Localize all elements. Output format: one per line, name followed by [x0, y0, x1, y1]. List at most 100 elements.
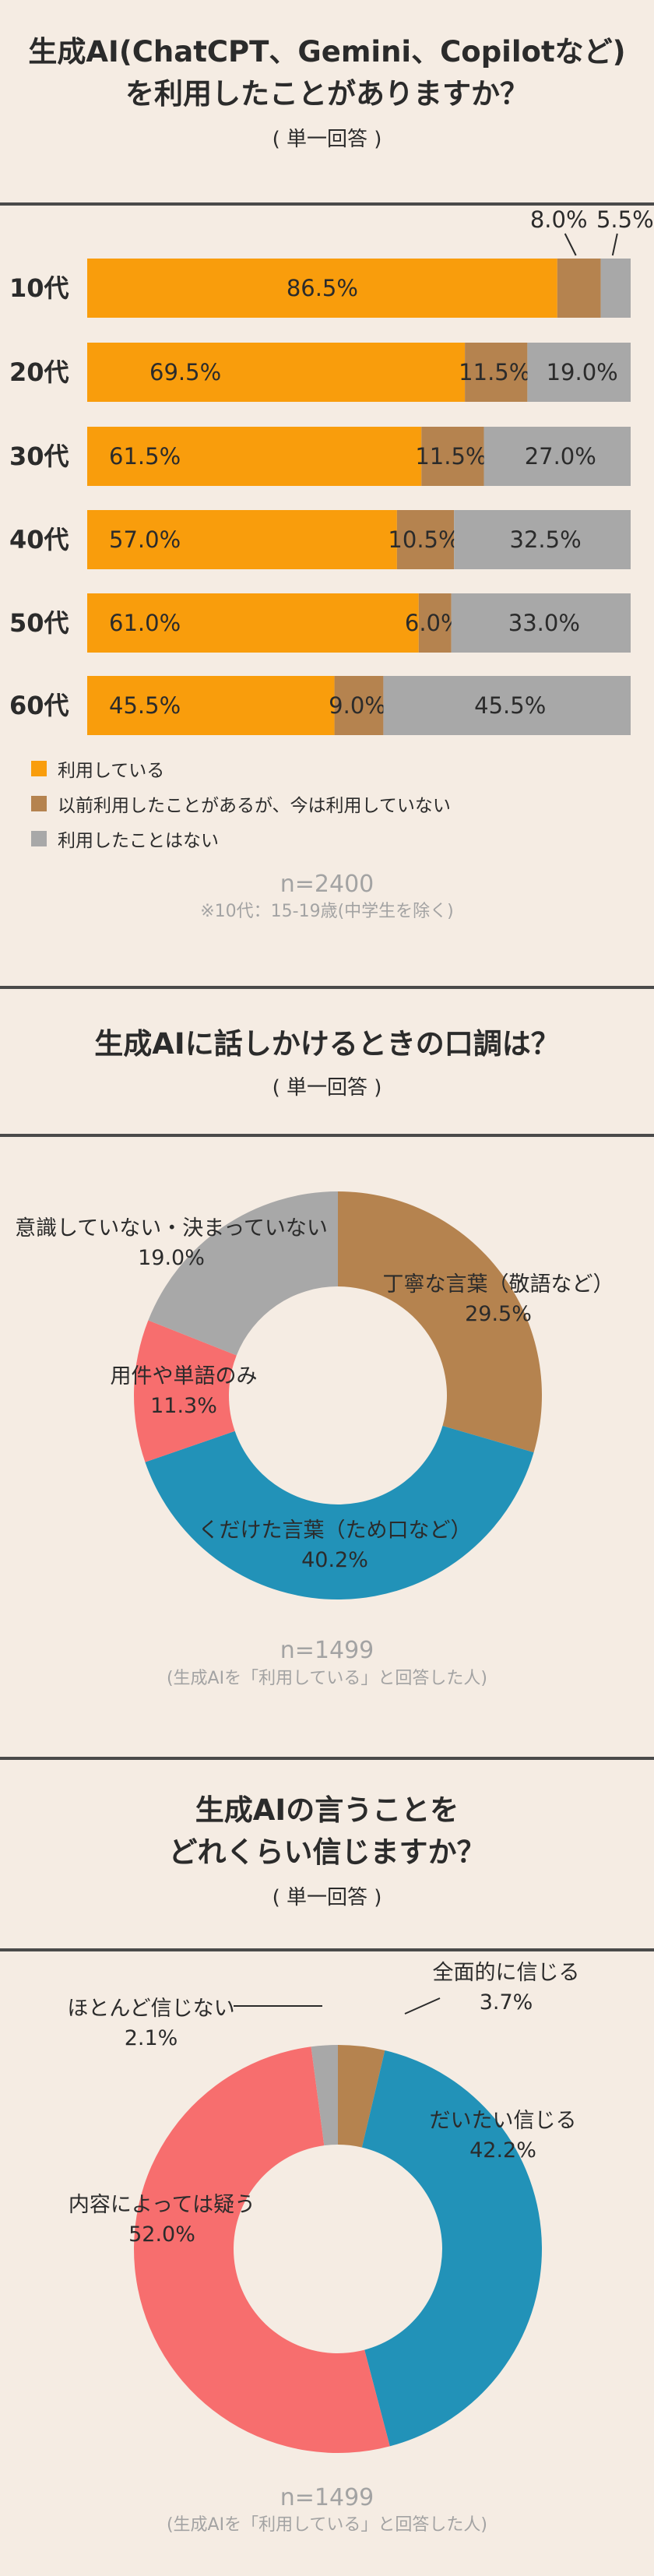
bar-segment: [465, 343, 528, 402]
data-label: 8.0%: [530, 206, 588, 233]
pie-slice: [133, 2046, 390, 2453]
chart-subtitle: ( 単一回答 ): [272, 1076, 382, 1100]
category-label: 50代: [9, 608, 69, 638]
chart-title-line2: どれくらい信じますか？: [168, 1835, 486, 1869]
section-tone: 生成AIに話しかけるときの口調は？ ( 単一回答 ) 丁寧な言葉（敬語など） 29…: [0, 991, 654, 1761]
divider: [0, 1134, 654, 1137]
chart-title-line1: 生成AIの言うことを: [195, 1793, 459, 1827]
legend-label-using: 利用している: [58, 761, 165, 781]
data-label: 86.5%: [287, 275, 358, 301]
respondent-note: (生成AIを「利用している」と回答した人): [166, 2515, 488, 2535]
data-label: 61.0%: [109, 610, 181, 636]
data-label: 32.5%: [510, 526, 582, 553]
leader-line: [564, 233, 577, 256]
chart-title-line1: 生成AIに話しかけるときの口調は？: [94, 1027, 560, 1061]
legend-label-never: 利用したことはない: [58, 831, 219, 851]
pie-slice: [338, 1191, 542, 1453]
section-usage: 生成AI(ChatCPT、Gemini、Copilotなど) を利用したことがあ…: [0, 0, 654, 991]
bar-segment: [557, 259, 601, 318]
slice-label: 全面的に信じる: [433, 1961, 580, 1985]
leader-line: [611, 233, 618, 256]
data-label: 45.5%: [474, 692, 546, 719]
divider: [0, 1948, 654, 1951]
bar-segment: [87, 427, 422, 486]
slice-label: 内容によっては疑う: [69, 2193, 255, 2217]
legend-item-former: 以前利用したことがあるが、今は利用していない: [31, 790, 451, 817]
category-label: 20代: [9, 357, 69, 387]
slice-label: 用件や単語のみ: [111, 1364, 258, 1388]
sample-size: n=2400: [280, 871, 374, 898]
slice-value: 19.0%: [138, 1246, 205, 1270]
data-label: 9.0%: [329, 692, 386, 719]
chart-title-line2: を利用したことがありますか？: [125, 77, 529, 111]
data-label: 11.5%: [415, 443, 487, 470]
donut-chart-trust: 全面的に信じる 3.7% だいたい信じる 42.2% 内容によっては疑う 52.0% ほとん…: [67, 1961, 580, 2453]
pie-slice: [311, 2045, 338, 2146]
slice-value: 2.1%: [125, 2026, 178, 2050]
slice-value: 29.5%: [465, 1302, 532, 1326]
bar-segment: [396, 510, 455, 569]
data-label: 11.5%: [459, 359, 530, 385]
bar-segment: [454, 510, 631, 569]
bar-segment: [87, 593, 419, 653]
bar-segment: [483, 427, 631, 486]
legend-item-never: 利用したことはない: [31, 825, 219, 852]
category-label: 30代: [9, 442, 69, 471]
bar-segment: [600, 259, 631, 318]
divider: [0, 986, 654, 989]
title-band-tone: 生成AIに話しかけるときの口調は？ ( 単一回答 ): [0, 1023, 654, 1100]
bar-segment: [383, 676, 631, 735]
data-label: 45.5%: [109, 692, 181, 719]
data-label: 10.5%: [388, 526, 459, 553]
respondent-note: (生成AIを「利用している」と回答した人): [166, 1669, 488, 1688]
slice-label: ほとんど信じない: [67, 1997, 234, 2021]
divider: [0, 202, 654, 206]
pie-slice: [361, 2050, 542, 2447]
section-trust: 生成AIの言うことを どれくらい信じますか？ ( 単一回答 ) 全面的に信じる 3…: [0, 1761, 654, 2576]
category-label: 60代: [9, 691, 69, 720]
data-label: 27.0%: [525, 443, 596, 470]
legend-label-former: 以前利用したことがあるが、今は利用していない: [58, 796, 451, 816]
pie-slice: [145, 1426, 534, 1599]
leader-line: [404, 1997, 441, 2015]
donut-chart-tone: 丁寧な言葉（敬語など） 29.5% くだけた言葉（ため口など） 40.2% 用件や単語の…: [15, 1191, 614, 1599]
pie-slice: [338, 2045, 385, 2148]
slice-label: だいたい信じる: [430, 2109, 577, 2133]
data-label: 69.5%: [149, 359, 221, 385]
sample-size: n=1499: [280, 1637, 374, 1664]
legend-swatch-former: [31, 796, 47, 811]
slice-label: 意識していない・決まっていない: [15, 1216, 328, 1240]
data-label: 33.0%: [508, 610, 580, 636]
age-note: ※10代：15-19歳(中学生を除く): [200, 902, 454, 921]
divider: [0, 1757, 654, 1760]
bar-segment: [87, 676, 335, 735]
bar-segment: [418, 593, 452, 653]
data-label: 61.5%: [109, 443, 181, 470]
bar-segment: [87, 259, 557, 318]
slice-label: 丁寧な言葉（敬語など）: [383, 1272, 614, 1297]
pie-slice: [134, 1320, 237, 1462]
chart-title-line1: 生成AI(ChatCPT、Gemini、Copilotなど): [28, 35, 626, 69]
chart-subtitle: ( 単一回答 ): [272, 128, 382, 151]
slice-value: 3.7%: [480, 1990, 533, 2015]
slice-label: くだけた言葉（ため口など）: [199, 1519, 472, 1543]
bar-segment: [334, 676, 384, 735]
legend-item-using: 利用している: [31, 755, 164, 782]
legend-swatch-never: [31, 831, 47, 846]
slice-value: 40.2%: [301, 1548, 368, 1572]
bar-segment: [451, 593, 631, 653]
stacked-bar-chart: 10代 86.5% 8.0% 5.5% 20代 69.5% 11.5% 19.0% 30代 61.…: [9, 206, 654, 735]
title-band-usage: 生成AI(ChatCPT、Gemini、Copilotなど) を利用したことがあ…: [0, 31, 654, 152]
category-label: 10代: [9, 273, 69, 303]
bar-segment: [87, 343, 466, 402]
data-label: 19.0%: [547, 359, 618, 385]
legend-swatch-using: [31, 761, 47, 776]
slice-value: 11.3%: [150, 1394, 217, 1418]
bar-segment: [527, 343, 631, 402]
bar-segment: [421, 427, 484, 486]
slice-value: 52.0%: [128, 2222, 195, 2247]
data-label: 5.5%: [596, 206, 654, 233]
slice-value: 42.2%: [469, 2138, 536, 2163]
pie-slice: [148, 1191, 338, 1356]
bar-segment: [87, 510, 397, 569]
